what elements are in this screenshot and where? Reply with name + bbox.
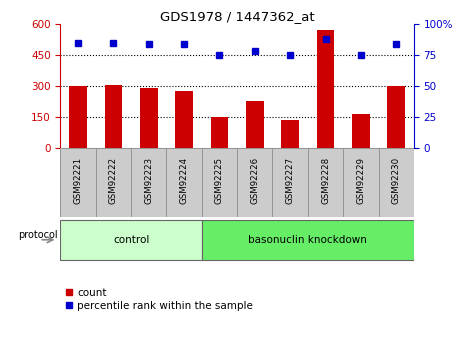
Bar — [387, 86, 405, 148]
Text: control: control — [113, 235, 149, 245]
Bar — [69, 86, 87, 148]
Bar — [166, 148, 202, 217]
Bar — [96, 148, 131, 217]
Title: GDS1978 / 1447362_at: GDS1978 / 1447362_at — [160, 10, 314, 23]
Bar — [211, 117, 228, 148]
Text: GSM92229: GSM92229 — [356, 157, 365, 204]
Bar — [246, 101, 264, 148]
Text: GSM92230: GSM92230 — [392, 157, 401, 204]
Text: GSM92221: GSM92221 — [73, 157, 83, 204]
Text: protocol: protocol — [18, 230, 58, 240]
Text: GSM92222: GSM92222 — [109, 157, 118, 204]
Bar — [281, 120, 299, 148]
Bar — [60, 220, 202, 260]
Text: GSM92224: GSM92224 — [179, 157, 189, 204]
Bar — [202, 220, 414, 260]
Bar — [105, 85, 122, 148]
Legend: count, percentile rank within the sample: count, percentile rank within the sample — [66, 288, 253, 311]
Bar — [175, 91, 193, 148]
Bar — [60, 148, 96, 217]
Text: GSM92228: GSM92228 — [321, 157, 330, 204]
Bar — [352, 114, 370, 148]
Bar — [237, 148, 272, 217]
Bar — [140, 88, 158, 148]
Text: GSM92223: GSM92223 — [144, 157, 153, 204]
Bar — [272, 148, 308, 217]
Bar — [308, 148, 343, 217]
Bar — [379, 148, 414, 217]
Bar — [202, 148, 237, 217]
Text: basonuclin knockdown: basonuclin knockdown — [248, 235, 367, 245]
Text: GSM92225: GSM92225 — [215, 157, 224, 204]
Bar — [343, 148, 379, 217]
Text: GSM92227: GSM92227 — [286, 157, 295, 204]
Text: GSM92226: GSM92226 — [250, 157, 259, 204]
Bar — [131, 148, 166, 217]
Bar — [317, 30, 334, 148]
